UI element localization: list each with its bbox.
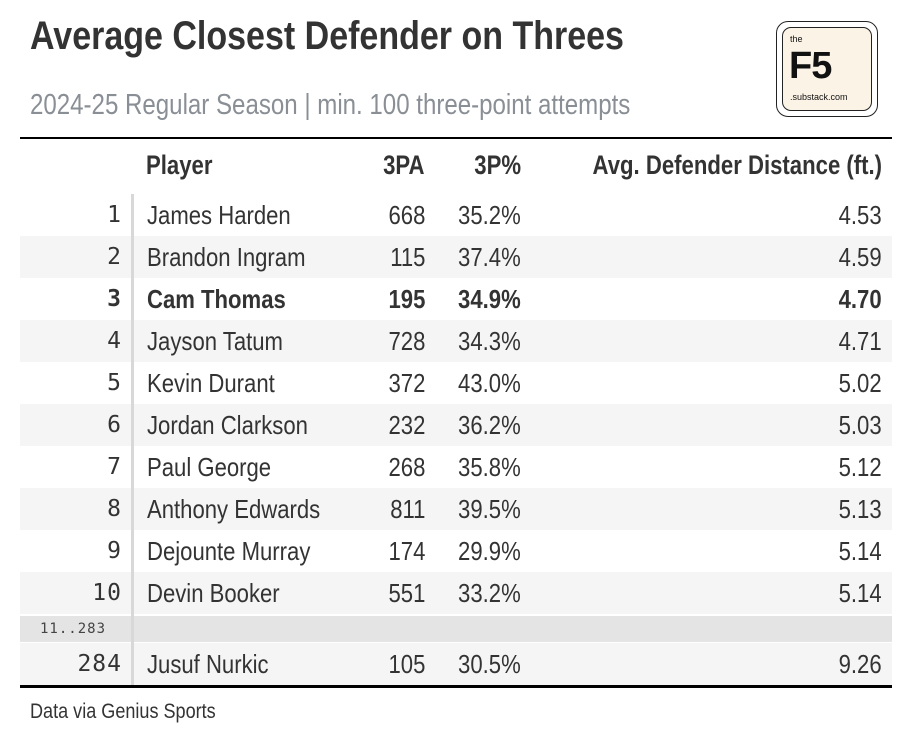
3p-pct-cell: 36.2% bbox=[458, 410, 521, 440]
defender-distance-cell: 4.70 bbox=[838, 284, 882, 314]
table-row: 5 Kevin Durant 372 43.0% 5.02 bbox=[20, 362, 892, 404]
table-bottom-rule bbox=[20, 685, 892, 688]
rank-divider-line bbox=[131, 194, 134, 685]
defender-distance-cell: 5.14 bbox=[838, 578, 882, 608]
rank-cell: 6 bbox=[107, 412, 122, 438]
table-row: 4 Jayson Tatum 728 34.3% 4.71 bbox=[20, 320, 892, 362]
3pa-cell: 268 bbox=[388, 452, 425, 482]
chart-title: Average Closest Defender on Threes bbox=[30, 14, 624, 58]
f5-logo-inner: the F5 .substack.com bbox=[782, 27, 872, 111]
defender-distance-cell: 4.53 bbox=[838, 200, 882, 230]
logo-small-bottom: .substack.com bbox=[790, 92, 848, 102]
3p-pct-cell: 43.0% bbox=[458, 368, 521, 398]
player-cell: Jusuf Nurkic bbox=[147, 649, 269, 679]
player-cell: James Harden bbox=[147, 200, 291, 230]
table-top-rule bbox=[20, 137, 892, 139]
player-cell: Jordan Clarkson bbox=[147, 410, 308, 440]
3p-pct-cell: 35.8% bbox=[458, 452, 521, 482]
table-row: 8 Anthony Edwards 811 39.5% 5.13 bbox=[20, 488, 892, 530]
defender-distance-cell: 4.59 bbox=[838, 242, 882, 272]
logo-main-text: F5 bbox=[789, 45, 832, 87]
3p-pct-cell: 33.2% bbox=[458, 578, 521, 608]
3p-pct-cell: 34.9% bbox=[458, 284, 521, 314]
separator-label: 11..283 bbox=[40, 621, 107, 637]
3pa-cell: 174 bbox=[388, 536, 425, 566]
defender-distance-cell: 5.02 bbox=[838, 368, 882, 398]
header-3pa: 3PA bbox=[383, 150, 425, 180]
3pa-cell: 728 bbox=[388, 326, 425, 356]
rank-cell: 3 bbox=[107, 286, 122, 312]
table-row: 6 Jordan Clarkson 232 36.2% 5.03 bbox=[20, 404, 892, 446]
player-cell: Cam Thomas bbox=[147, 284, 286, 314]
rank-cell: 5 bbox=[107, 370, 122, 396]
f5-logo: the F5 .substack.com bbox=[776, 21, 878, 117]
rank-cell: 2 bbox=[107, 244, 122, 270]
table-row: 1 James Harden 668 35.2% 4.53 bbox=[20, 194, 892, 236]
3p-pct-cell: 30.5% bbox=[458, 649, 521, 679]
rank-cell: 1 bbox=[107, 202, 122, 228]
3p-pct-cell: 37.4% bbox=[458, 242, 521, 272]
rank-cell: 10 bbox=[92, 580, 122, 606]
3pa-cell: 195 bbox=[388, 284, 425, 314]
defender-distance-cell: 5.03 bbox=[838, 410, 882, 440]
table-row: 3 Cam Thomas 195 34.9% 4.70 bbox=[20, 278, 892, 320]
rank-cell: 8 bbox=[107, 496, 122, 522]
player-cell: Kevin Durant bbox=[147, 368, 275, 398]
rank-cell: 4 bbox=[107, 328, 122, 354]
3pa-cell: 551 bbox=[388, 578, 425, 608]
player-cell: Brandon Ingram bbox=[147, 242, 306, 272]
3pa-cell: 115 bbox=[389, 242, 425, 272]
table-row: 2 Brandon Ingram 115 37.4% 4.59 bbox=[20, 236, 892, 278]
table-row: 10 Devin Booker 551 33.2% 5.14 bbox=[20, 572, 892, 614]
logo-small-top: the bbox=[790, 34, 803, 44]
3pa-cell: 232 bbox=[388, 410, 425, 440]
table-row: 7 Paul George 268 35.8% 5.12 bbox=[20, 446, 892, 488]
rank-cell: 7 bbox=[107, 454, 122, 480]
table-row: 9 Dejounte Murray 174 29.9% 5.14 bbox=[20, 530, 892, 572]
player-cell: Dejounte Murray bbox=[147, 536, 311, 566]
3p-pct-cell: 34.3% bbox=[458, 326, 521, 356]
rank-cell: 284 bbox=[77, 651, 122, 677]
header-player: Player bbox=[146, 150, 213, 180]
3p-pct-cell: 39.5% bbox=[458, 494, 521, 524]
3p-pct-cell: 35.2% bbox=[458, 200, 521, 230]
player-cell: Anthony Edwards bbox=[147, 494, 321, 524]
header-3p-pct: 3P% bbox=[474, 150, 521, 180]
player-cell: Devin Booker bbox=[147, 578, 280, 608]
3pa-cell: 811 bbox=[389, 494, 425, 524]
defender-distance-cell: 5.14 bbox=[838, 536, 882, 566]
3p-pct-cell: 29.9% bbox=[458, 536, 521, 566]
defender-distance-cell: 4.71 bbox=[838, 326, 882, 356]
3pa-cell: 105 bbox=[388, 649, 425, 679]
3pa-cell: 372 bbox=[388, 368, 425, 398]
header-defender-distance: Avg. Defender Distance (ft.) bbox=[592, 150, 882, 180]
omitted-rows-separator: 11..283 bbox=[20, 616, 892, 642]
3pa-cell: 668 bbox=[388, 200, 425, 230]
defender-distance-cell: 5.12 bbox=[838, 452, 882, 482]
player-cell: Paul George bbox=[147, 452, 272, 482]
source-note: Data via Genius Sports bbox=[30, 700, 216, 723]
player-cell: Jayson Tatum bbox=[147, 326, 283, 356]
defender-distance-cell: 9.26 bbox=[838, 649, 882, 679]
defender-distance-cell: 5.13 bbox=[838, 494, 882, 524]
rank-cell: 9 bbox=[107, 538, 122, 564]
chart-subtitle: 2024-25 Regular Season | min. 100 three-… bbox=[30, 89, 631, 121]
table-row: 284 Jusuf Nurkic 105 30.5% 9.26 bbox=[20, 643, 892, 685]
